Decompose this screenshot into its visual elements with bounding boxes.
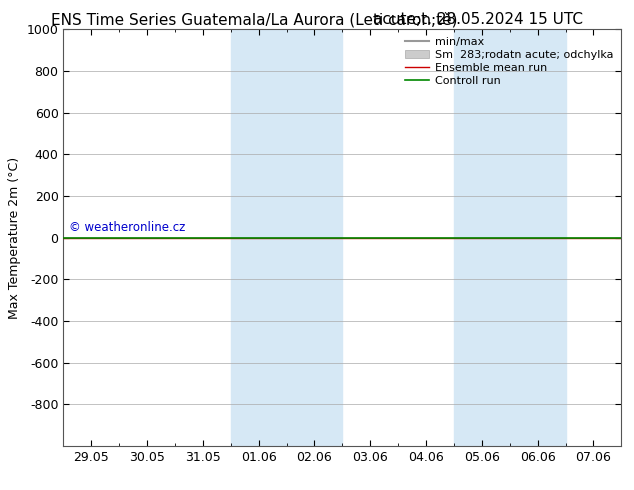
Text: acute;t. 28.05.2024 15 UTC: acute;t. 28.05.2024 15 UTC: [373, 12, 583, 27]
Legend: min/max, Sm  283;rodatn acute; odchylka, Ensemble mean run, Controll run: min/max, Sm 283;rodatn acute; odchylka, …: [403, 35, 616, 88]
Bar: [231, 29, 342, 446]
Bar: [454, 29, 566, 446]
Text: © weatheronline.cz: © weatheronline.cz: [69, 220, 185, 234]
Y-axis label: Max Temperature 2m (°C): Max Temperature 2m (°C): [8, 157, 21, 318]
Text: ENS Time Series Guatemala/La Aurora (Leti caron;tě): ENS Time Series Guatemala/La Aurora (Let…: [51, 12, 457, 28]
